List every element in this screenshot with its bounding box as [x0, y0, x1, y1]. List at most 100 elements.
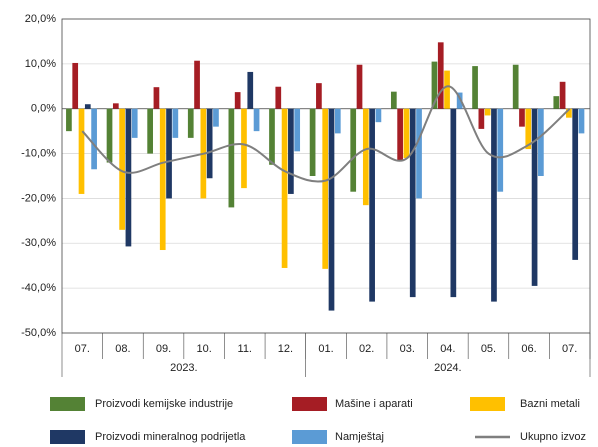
legend-swatch — [50, 397, 85, 411]
y-tick-label: -10,0% — [21, 147, 56, 159]
y-tick-label: -40,0% — [21, 282, 56, 294]
legend-swatch — [50, 430, 85, 444]
legend-label: Proizvodi kemijske industrije — [95, 398, 233, 410]
bar — [234, 92, 241, 109]
bar — [78, 108, 85, 194]
legend-label: Proizvodi mineralnog podrijetla — [95, 431, 246, 443]
bar — [472, 66, 478, 109]
bar — [187, 108, 194, 138]
x-group-label: 2023. — [170, 362, 198, 374]
bar — [72, 62, 79, 109]
bar — [147, 108, 153, 154]
x-tick-label: 04. — [440, 343, 455, 355]
x-tick-label: 03. — [400, 343, 415, 355]
bar — [450, 108, 457, 298]
bar — [316, 83, 322, 109]
legend-label: Bazni metali — [520, 398, 580, 410]
x-tick-label: 01. — [318, 343, 333, 355]
bar — [322, 108, 329, 269]
legend-swatch — [292, 430, 327, 444]
line — [81, 85, 571, 183]
bar — [437, 42, 444, 109]
bar — [491, 108, 497, 302]
bar — [369, 108, 375, 302]
bar — [328, 108, 335, 311]
bar — [309, 108, 316, 176]
bar — [559, 81, 566, 109]
y-tick-label: -20,0% — [21, 192, 56, 204]
bar — [572, 108, 579, 260]
bar — [153, 87, 160, 109]
bar — [416, 108, 422, 199]
bar — [125, 108, 132, 247]
bar — [106, 108, 113, 163]
bar — [512, 64, 519, 109]
bar — [269, 108, 275, 165]
bar — [356, 64, 363, 109]
y-tick-label: -30,0% — [21, 237, 56, 249]
bar — [91, 108, 97, 170]
y-tick-label: 20,0% — [25, 13, 56, 25]
bar — [294, 108, 301, 152]
bar — [288, 108, 294, 194]
legend-label: Namještaj — [335, 431, 384, 443]
bar — [228, 108, 235, 208]
bar — [375, 108, 382, 123]
bar — [281, 108, 288, 268]
bar — [172, 108, 179, 138]
bar — [350, 108, 357, 192]
bar — [478, 108, 485, 129]
x-tick-label: 06. — [521, 343, 536, 355]
bar — [553, 96, 560, 109]
x-tick-label: 05. — [481, 343, 496, 355]
bar — [456, 92, 463, 109]
bar — [497, 108, 504, 192]
legend-label: Mašine i aparati — [335, 398, 413, 410]
y-tick-label: 0,0% — [31, 103, 56, 115]
bar — [431, 61, 438, 109]
bar — [275, 86, 282, 109]
bar — [194, 60, 200, 109]
bar — [444, 70, 450, 109]
x-tick-label: 12. — [278, 343, 293, 355]
bar — [403, 108, 410, 159]
bar — [241, 108, 247, 189]
x-tick-label: 02. — [359, 343, 374, 355]
x-tick-label: 07. — [75, 343, 90, 355]
bar — [206, 108, 213, 179]
bar — [66, 108, 72, 132]
y-tick-label: -50,0% — [21, 327, 56, 339]
bar — [334, 108, 341, 134]
bar — [112, 103, 119, 109]
x-tick-label: 07. — [562, 343, 577, 355]
bar — [484, 108, 491, 116]
bar — [247, 71, 254, 109]
bar — [213, 108, 219, 127]
legend-swatch — [470, 397, 505, 411]
x-group-label: 2024. — [434, 362, 462, 374]
legend-label: Ukupno izvoz — [520, 431, 586, 443]
bar — [159, 108, 166, 251]
y-tick-label: 10,0% — [25, 58, 56, 70]
plot-frame — [61, 18, 591, 334]
bar — [409, 108, 416, 298]
bar — [166, 108, 172, 199]
bar — [390, 91, 397, 109]
bar — [253, 108, 260, 132]
x-tick-label: 08. — [115, 343, 130, 355]
x-tick-label: 10. — [197, 343, 212, 355]
bar — [362, 108, 369, 206]
bar — [397, 108, 403, 161]
bar — [519, 108, 525, 127]
bar — [566, 108, 572, 118]
x-tick-label: 09. — [156, 343, 171, 355]
bar — [531, 108, 538, 286]
bar — [84, 104, 91, 109]
legend-swatch — [292, 397, 327, 411]
bar — [538, 108, 544, 176]
bar — [131, 108, 138, 138]
bar — [525, 108, 532, 150]
bar — [578, 108, 585, 134]
x-tick-label: 11. — [238, 343, 252, 355]
